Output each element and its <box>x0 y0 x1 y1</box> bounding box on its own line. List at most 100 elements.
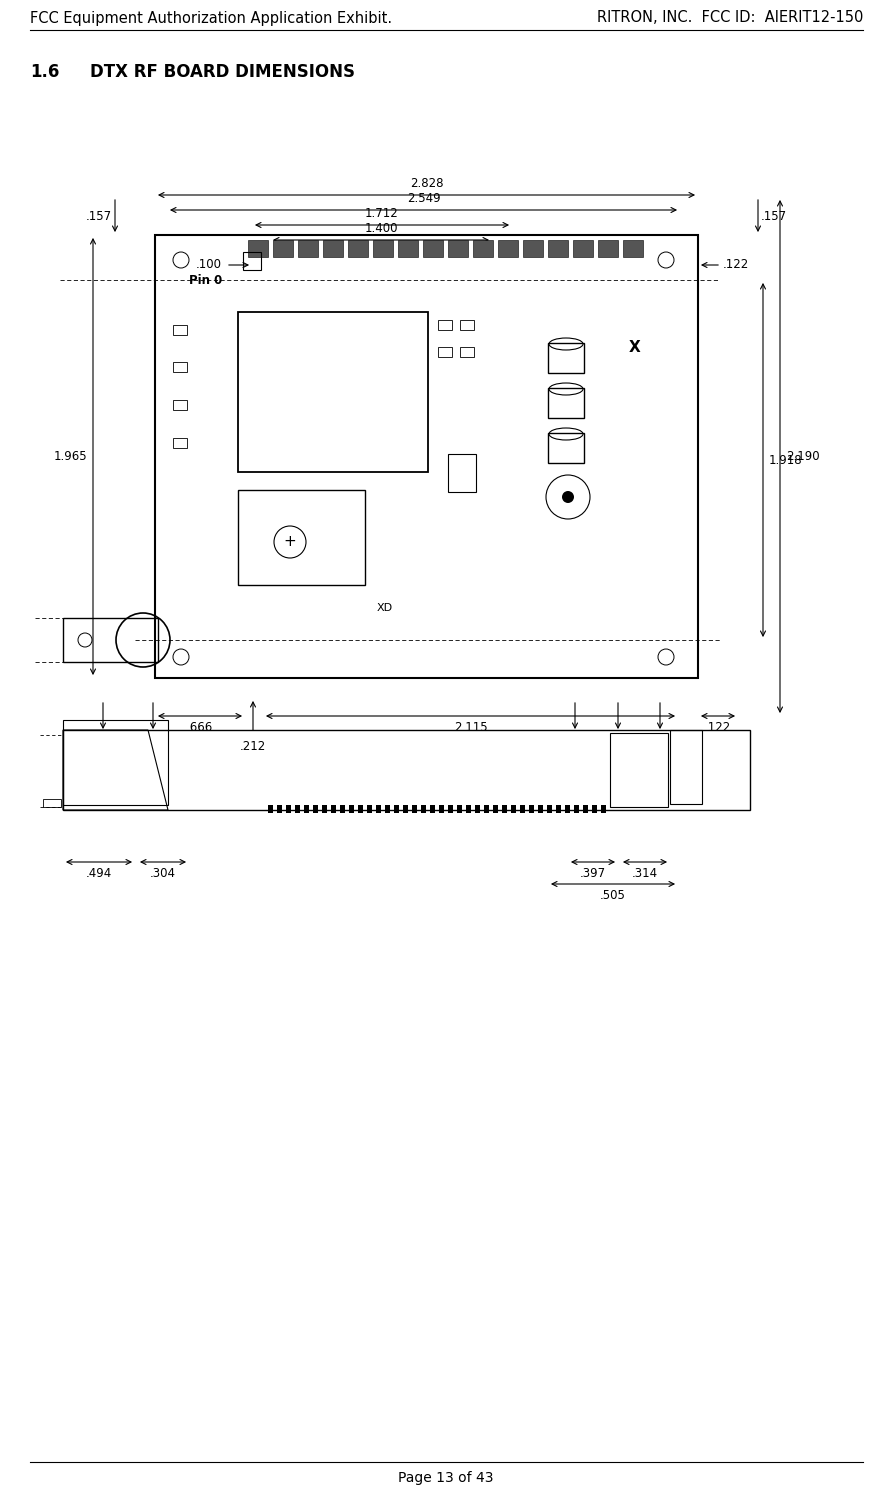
Bar <box>323 240 343 257</box>
Bar <box>304 805 309 813</box>
Bar <box>295 805 300 813</box>
Bar <box>373 240 393 257</box>
Bar <box>394 805 399 813</box>
Text: 2.190: 2.190 <box>786 451 820 463</box>
Bar <box>610 734 668 807</box>
Circle shape <box>562 491 574 503</box>
Text: RITRON, INC.  FCC ID:  AIERIT12-150: RITRON, INC. FCC ID: AIERIT12-150 <box>597 10 863 25</box>
Bar <box>448 805 453 813</box>
Bar <box>273 240 293 257</box>
Bar <box>43 799 61 807</box>
Text: .157: .157 <box>86 210 112 223</box>
Text: 1.6: 1.6 <box>30 63 59 81</box>
Text: 1.400: 1.400 <box>364 222 397 235</box>
Text: .304: .304 <box>150 867 176 880</box>
Bar <box>548 343 584 373</box>
Text: .505: .505 <box>600 889 626 903</box>
Bar <box>548 433 584 463</box>
Bar <box>173 362 187 371</box>
Text: .314: .314 <box>632 867 658 880</box>
Bar <box>238 490 365 585</box>
Bar <box>529 805 534 813</box>
Bar <box>548 240 568 257</box>
Bar <box>547 805 552 813</box>
Bar <box>556 805 561 813</box>
Bar <box>565 805 570 813</box>
Text: .212: .212 <box>240 740 266 753</box>
Bar <box>430 805 435 813</box>
Bar <box>248 240 268 257</box>
Bar <box>322 805 327 813</box>
Text: .666: .666 <box>187 722 213 734</box>
Bar <box>313 805 318 813</box>
Bar <box>173 400 187 410</box>
Bar <box>348 240 368 257</box>
Bar <box>601 805 606 813</box>
Bar <box>349 805 354 813</box>
Text: 1.712: 1.712 <box>365 207 399 220</box>
Text: .122: .122 <box>705 722 731 734</box>
Text: DTX RF BOARD DIMENSIONS: DTX RF BOARD DIMENSIONS <box>90 63 355 81</box>
Bar <box>421 805 426 813</box>
Bar <box>173 325 187 335</box>
Bar <box>243 251 261 269</box>
Bar <box>511 805 516 813</box>
Text: 1.918: 1.918 <box>769 454 803 467</box>
Bar <box>358 805 363 813</box>
Bar <box>598 240 618 257</box>
Bar <box>331 805 336 813</box>
Text: FCC Equipment Authorization Application Exhibit.: FCC Equipment Authorization Application … <box>30 10 392 25</box>
Bar <box>520 805 525 813</box>
Bar <box>466 805 471 813</box>
Text: .122: .122 <box>723 259 749 271</box>
Text: .494: .494 <box>86 867 113 880</box>
Bar <box>670 731 702 804</box>
Bar <box>457 805 462 813</box>
Bar <box>412 805 417 813</box>
Bar <box>574 805 579 813</box>
Bar <box>340 805 345 813</box>
Bar <box>438 347 452 356</box>
Bar <box>448 240 468 257</box>
Bar <box>238 311 428 472</box>
Bar <box>398 240 418 257</box>
Bar <box>460 320 474 329</box>
Bar <box>523 240 543 257</box>
Bar <box>475 805 480 813</box>
Bar <box>63 720 168 805</box>
Bar <box>403 805 408 813</box>
Bar <box>298 240 318 257</box>
Bar <box>460 347 474 356</box>
Text: .100: .100 <box>196 259 222 271</box>
Bar <box>385 805 390 813</box>
Text: 2.115: 2.115 <box>454 722 488 734</box>
Text: XD: XD <box>377 603 393 612</box>
Text: 1.965: 1.965 <box>54 451 87 463</box>
Bar <box>538 805 543 813</box>
Bar <box>367 805 372 813</box>
Text: X: X <box>630 340 641 355</box>
Bar <box>573 240 593 257</box>
Bar <box>583 805 588 813</box>
Text: 2.549: 2.549 <box>406 192 440 205</box>
Text: Pin 0: Pin 0 <box>188 274 222 287</box>
Bar <box>623 240 643 257</box>
Bar <box>439 805 444 813</box>
Bar <box>493 805 498 813</box>
Bar <box>173 439 187 448</box>
Bar <box>268 805 273 813</box>
Bar <box>438 320 452 329</box>
Text: Page 13 of 43: Page 13 of 43 <box>398 1472 494 1485</box>
Bar <box>502 805 507 813</box>
Bar <box>63 618 158 662</box>
Bar <box>484 805 489 813</box>
Bar <box>63 731 750 810</box>
Bar <box>498 240 518 257</box>
Bar <box>548 388 584 418</box>
Text: .397: .397 <box>580 867 606 880</box>
Bar <box>423 240 443 257</box>
Text: 2.828: 2.828 <box>410 177 443 190</box>
Bar <box>448 454 476 493</box>
Bar <box>473 240 493 257</box>
Bar <box>592 805 597 813</box>
